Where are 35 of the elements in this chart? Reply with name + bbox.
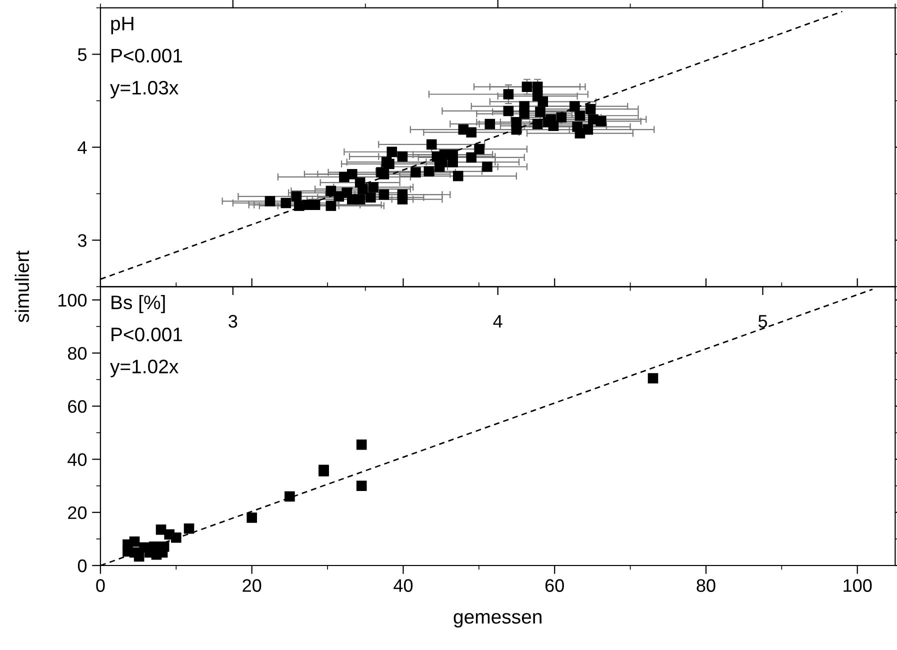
- y-tick-label: 4: [78, 141, 87, 154]
- x-tick-label: 60: [545, 579, 564, 592]
- x-tick-label: 3: [228, 314, 238, 328]
- point: [171, 532, 182, 543]
- y-tick-label: 20: [68, 506, 87, 520]
- annotation: y=1.02x: [110, 360, 178, 378]
- x-tick-label: 0: [96, 579, 105, 592]
- annotation: P<0.001: [112, 48, 182, 63]
- y-tick-label: 5: [78, 48, 87, 61]
- point: [284, 491, 295, 502]
- x-tick-label: 80: [696, 579, 716, 592]
- x-tick-label: 5: [758, 315, 768, 328]
- annotation: y=1.03x: [110, 80, 178, 98]
- y-tick-label: 100: [58, 294, 87, 307]
- x-tick-label: 4: [493, 315, 502, 328]
- point: [356, 480, 367, 491]
- point: [129, 536, 140, 547]
- y-tick-label: 60: [68, 400, 87, 413]
- y-tick-label: 3: [78, 234, 86, 247]
- y-tick-label: 80: [68, 346, 87, 360]
- annotation: Bs [%]: [112, 295, 165, 314]
- point: [356, 440, 367, 450]
- annotation: P<0.001: [112, 328, 182, 342]
- y-tick-label: 40: [68, 453, 87, 466]
- y-axis-title: simuliert: [14, 250, 30, 322]
- annotation: pH: [111, 16, 134, 34]
- x-tick-label: 40: [394, 579, 413, 592]
- x-axis-title: gemessen: [454, 613, 542, 628]
- point: [246, 512, 257, 523]
- point: [134, 551, 144, 562]
- y-tick-label: 0: [78, 559, 87, 572]
- x-tick-label: 100: [844, 579, 872, 592]
- point: [184, 523, 194, 534]
- x-tick-label: 20: [242, 579, 262, 592]
- point: [648, 373, 658, 384]
